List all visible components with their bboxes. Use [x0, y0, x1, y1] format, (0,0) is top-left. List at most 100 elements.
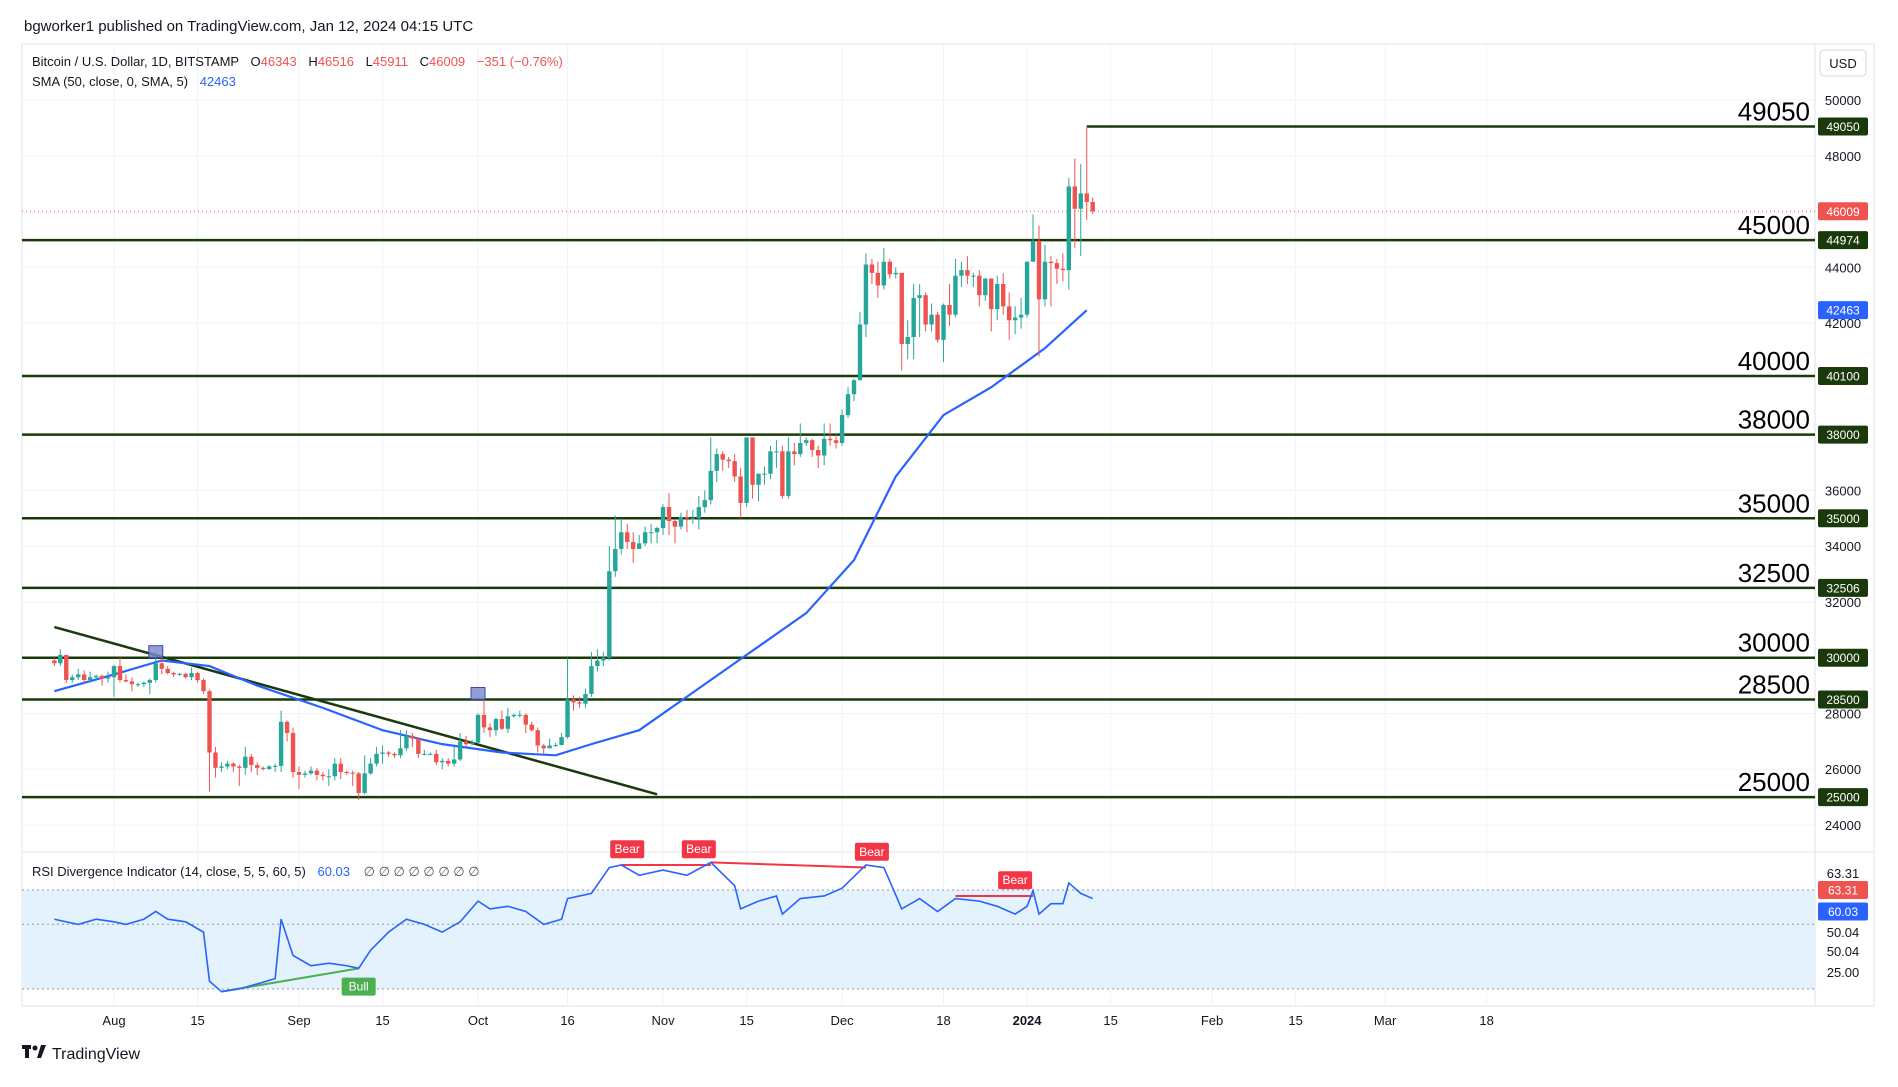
- candle-body: [404, 735, 409, 749]
- candle: [821, 423, 827, 466]
- candle: [1066, 178, 1072, 290]
- candle: [1042, 245, 1048, 307]
- candle: [117, 657, 123, 683]
- candle: [165, 666, 170, 675]
- legend-h-value: 46516: [318, 54, 354, 69]
- level-badge: [1818, 367, 1868, 386]
- price-tick-label: 32000: [1825, 595, 1861, 610]
- candle: [798, 423, 803, 457]
- level-badge: [1818, 648, 1868, 667]
- price-tick-label: 48000: [1825, 149, 1861, 164]
- level-badge: [1818, 578, 1868, 597]
- candle-body: [183, 673, 188, 678]
- candle-body: [1084, 193, 1089, 202]
- rsi-legend-label: RSI Divergence Indicator (14, close, 5, …: [32, 864, 306, 879]
- candle: [839, 409, 845, 446]
- candle-body: [804, 440, 809, 443]
- candle-body: [762, 473, 767, 475]
- candle-body: [392, 753, 397, 756]
- candle: [219, 762, 224, 773]
- candle-body: [893, 272, 898, 275]
- candle: [272, 763, 278, 773]
- candle: [648, 523, 654, 544]
- price-level-label: 38000: [1738, 405, 1810, 435]
- candle: [720, 451, 725, 471]
- candle-body: [445, 760, 451, 764]
- sma-badge-label: 42463: [1826, 304, 1860, 318]
- rsi-legend-value: 60.03: [317, 864, 350, 879]
- candle: [1054, 258, 1060, 285]
- candle-body: [81, 674, 87, 680]
- candle: [52, 657, 57, 667]
- candle-body: [422, 753, 427, 755]
- candle: [959, 261, 964, 287]
- support-resistance-levels: 49050 45000 40000 38000 35000 32500 30000 28500…: [22, 96, 1815, 799]
- rsi-band: [22, 890, 1815, 989]
- candle-body: [255, 765, 260, 768]
- candle-body: [517, 714, 523, 716]
- brand[interactable]: TradingView: [22, 1045, 140, 1064]
- candle-body: [1078, 193, 1083, 209]
- candle-body: [1030, 240, 1036, 262]
- candle-body: [434, 753, 439, 763]
- candle-body: [326, 776, 332, 778]
- candle: [308, 766, 314, 775]
- legend-l-label: L: [366, 54, 373, 69]
- time-tick-label: 15: [375, 1013, 389, 1028]
- candle: [1048, 256, 1054, 307]
- candle: [87, 671, 93, 683]
- time-tick-label: Oct: [468, 1013, 489, 1028]
- candle-body: [1054, 263, 1060, 269]
- candle-body: [189, 673, 194, 678]
- candle-body: [583, 693, 588, 704]
- candle-body: [416, 738, 421, 754]
- currency-button[interactable]: [1819, 49, 1867, 77]
- candle-body: [278, 721, 284, 766]
- candle-body: [487, 727, 493, 731]
- candle-body: [105, 677, 111, 679]
- candle: [422, 749, 427, 756]
- candle: [356, 772, 361, 800]
- candle-body: [1036, 240, 1042, 300]
- candle: [213, 746, 218, 778]
- candle: [983, 278, 988, 301]
- time-tick-label: Dec: [831, 1013, 855, 1028]
- candle: [320, 772, 326, 781]
- candle: [613, 515, 618, 577]
- grid: [22, 44, 1815, 1006]
- candle-body: [410, 735, 415, 739]
- candle: [517, 710, 523, 718]
- candle-body: [87, 677, 93, 680]
- candle: [666, 493, 672, 535]
- candle: [869, 258, 875, 285]
- candle-body: [875, 272, 881, 286]
- last-price-badge-label: 46009: [1826, 205, 1860, 219]
- price-tick-label: 24000: [1825, 818, 1861, 833]
- candle-body: [696, 507, 702, 519]
- candle-body: [613, 548, 618, 572]
- price-axis[interactable]: 50000 48000 42000 36000 34000 32000 28000 26000…: [1818, 93, 1868, 833]
- candle-body: [231, 763, 236, 767]
- candle: [398, 730, 403, 759]
- candle-body: [792, 451, 797, 455]
- candle-body: [732, 461, 737, 477]
- candle: [231, 762, 236, 773]
- candle: [475, 713, 481, 743]
- candle: [953, 258, 958, 318]
- candle-body: [380, 752, 385, 754]
- time-axis[interactable]: Aug 15 Sep 15 Oct 16 Nov 15 Dec 18 2024 15 Feb 15 Mar 1…: [102, 1013, 1493, 1028]
- rsi-tag-label: Bull: [349, 980, 369, 994]
- candle-body: [457, 741, 463, 760]
- legend-row: Bitcoin / U.S. Dollar, 1D, BITSTAMP O463…: [32, 54, 563, 69]
- candle: [386, 751, 391, 757]
- candle-body: [129, 681, 135, 685]
- candle: [243, 746, 248, 775]
- candle-body: [511, 714, 517, 717]
- candle: [654, 526, 660, 544]
- currency-button-label[interactable]: USD: [1829, 56, 1856, 71]
- candle-body: [284, 721, 290, 733]
- candle: [1000, 272, 1006, 315]
- rsi-tag-label: Bear: [615, 842, 640, 856]
- legend-c-value: 46009: [429, 54, 465, 69]
